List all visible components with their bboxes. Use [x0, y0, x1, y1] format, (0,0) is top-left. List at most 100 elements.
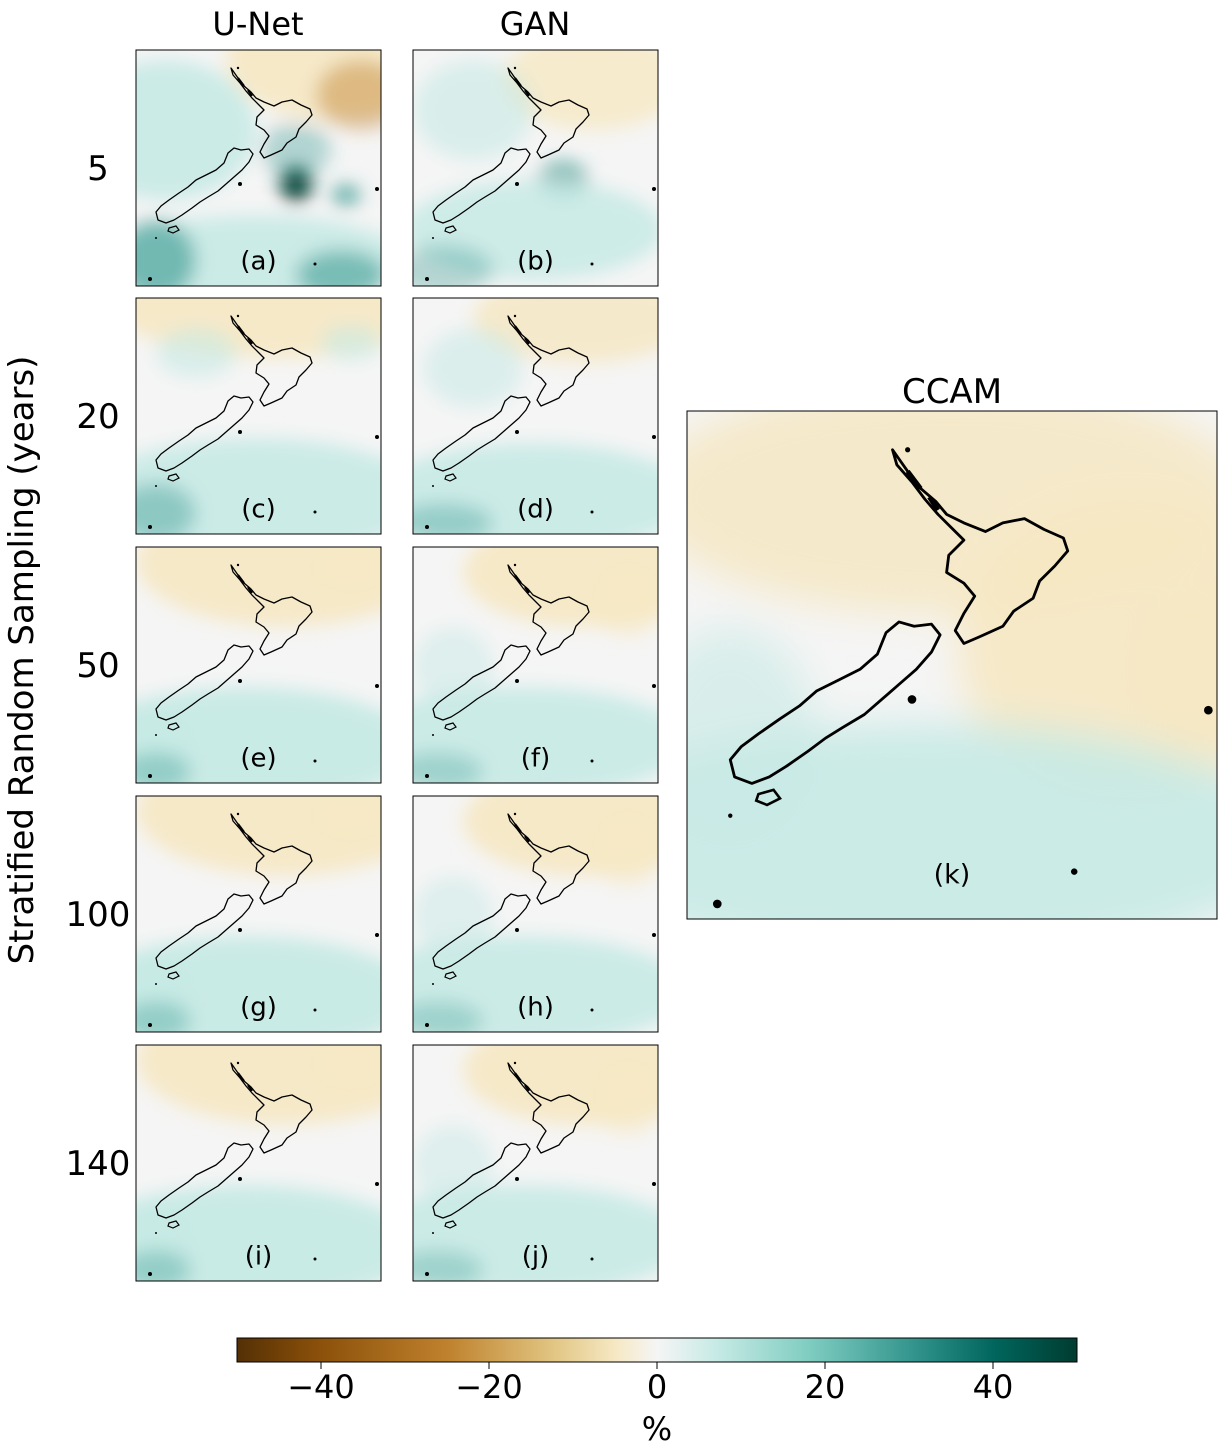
map-panel-k: (k) [686, 410, 1218, 920]
colorbar-label: % [642, 1410, 672, 1448]
panel-frame [412, 49, 659, 287]
anomaly-region [332, 185, 360, 205]
panel-frame [412, 1044, 659, 1282]
column-title-gan: GAN [500, 5, 571, 43]
anomaly-region [413, 245, 493, 286]
panel-label: (j) [522, 1241, 550, 1271]
panel-label: (e) [240, 743, 276, 773]
anomaly-region [588, 557, 658, 637]
anomaly-region [413, 936, 658, 1032]
map-field [136, 298, 381, 534]
panel-label: (f) [521, 743, 550, 773]
anomaly-region [306, 796, 381, 846]
map-field [136, 1045, 381, 1281]
map-field [687, 411, 1217, 919]
map-panel-a: (a) [135, 49, 382, 287]
panel-label: (b) [517, 246, 554, 276]
row-label-50: 50 [76, 646, 119, 686]
colorbar-tick-label: 0 [647, 1368, 667, 1406]
anomaly-region [156, 328, 236, 378]
anomaly-region [413, 1001, 483, 1032]
column-title-unet: U-Net [212, 5, 303, 43]
anomaly-region [306, 1045, 381, 1095]
anomaly-region [136, 1185, 381, 1281]
anomaly-region [413, 687, 658, 783]
panel-frame [135, 795, 382, 1033]
anomaly-region [588, 1055, 658, 1135]
map-panel-c: (c) [135, 297, 382, 535]
map-panel-g: (g) [135, 795, 382, 1033]
map-panel-f: (f) [412, 546, 659, 784]
panel-frame [135, 49, 382, 287]
panel-label: (c) [241, 494, 276, 524]
map-field [413, 547, 658, 783]
panel-label: (k) [934, 859, 971, 890]
map-field [413, 298, 658, 534]
anomaly-region [423, 328, 523, 408]
anomaly-region [136, 1250, 191, 1281]
panel-frame [412, 795, 659, 1033]
colorbar-tick-label: 20 [805, 1368, 846, 1406]
panel-frame [686, 410, 1218, 920]
anomaly-region [687, 723, 1217, 919]
anomaly-region [136, 220, 196, 286]
anomaly-region [136, 438, 381, 534]
map-field [413, 796, 658, 1032]
map-panel-d: (d) [412, 297, 659, 535]
map-panel-b: (b) [412, 49, 659, 287]
map-field [413, 1045, 658, 1281]
anomaly-region [261, 122, 331, 178]
row-label-100: 100 [66, 895, 131, 935]
map-field [136, 547, 381, 783]
panel-label: (i) [245, 1241, 273, 1271]
anomaly-region [413, 627, 493, 707]
panel-label: (a) [240, 246, 276, 276]
row-label-5: 5 [87, 149, 109, 189]
anomaly-region [473, 298, 658, 363]
anomaly-region [296, 250, 381, 286]
panel-label: (h) [517, 992, 554, 1022]
anomaly-region [503, 50, 658, 130]
anomaly-region [687, 626, 817, 842]
colorbar-tick-label: 40 [973, 1368, 1014, 1406]
row-label-140: 140 [66, 1144, 131, 1184]
anomaly-region [588, 806, 658, 886]
anomaly-region [136, 1001, 191, 1032]
map-panels: (a) (b) (c) (d) (e) (f) (g) (h) (i) (j) (k) [135, 49, 1218, 1282]
colorbar-ramp [236, 1337, 1078, 1363]
anomaly-region [413, 1125, 493, 1205]
row-label-20: 20 [76, 397, 119, 437]
anomaly-region [413, 876, 493, 956]
panel-frame [412, 546, 659, 784]
map-panel-h: (h) [412, 795, 659, 1033]
colorbar-tick-label: −40 [287, 1368, 355, 1406]
colorbar: −40 −20 0 20 40 % [236, 1337, 1078, 1448]
anomaly-region [306, 547, 381, 597]
anomaly-region [413, 503, 493, 534]
ccam-title: CCAM [902, 372, 1002, 412]
anomaly-region [136, 936, 381, 1032]
map-panel-e: (e) [135, 546, 382, 784]
map-field [413, 50, 658, 286]
map-panel-i: (i) [135, 1044, 382, 1282]
anomaly-region [136, 687, 381, 783]
panel-label: (g) [240, 992, 277, 1022]
anomaly-region [413, 1185, 658, 1281]
anomaly-region [136, 60, 256, 200]
panel-frame [135, 1044, 382, 1282]
panel-frame [135, 546, 382, 784]
map-panel-j: (j) [412, 1044, 659, 1282]
anomaly-region [316, 60, 381, 130]
y-axis-label: Stratified Random Sampling (years) [2, 356, 42, 965]
map-field [136, 50, 381, 286]
panel-frame [412, 297, 659, 535]
colorbar-tick-label: −20 [455, 1368, 523, 1406]
anomaly-region [1130, 583, 1217, 756]
anomaly-region [136, 752, 191, 783]
anomaly-region [413, 752, 483, 783]
anomaly-region [413, 60, 533, 160]
panel-label: (d) [517, 494, 554, 524]
anomaly-region [321, 325, 381, 361]
map-field [136, 796, 381, 1032]
